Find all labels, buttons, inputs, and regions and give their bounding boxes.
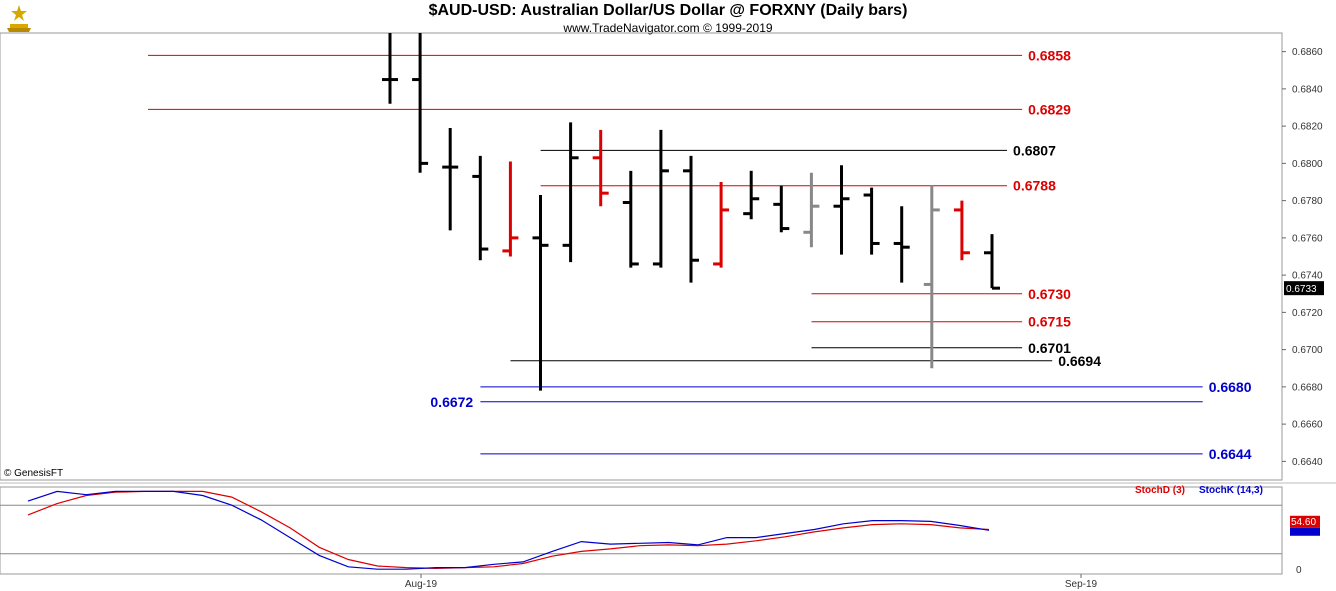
price-panel-frame xyxy=(0,32,1283,481)
ohlc-bar xyxy=(893,206,910,283)
level-label: 0.6858 xyxy=(1028,47,1071,63)
ohlc-bar xyxy=(773,185,790,233)
y-tick-label: 0.6740 xyxy=(1292,271,1323,282)
level-label: 0.6680 xyxy=(1209,379,1252,395)
y-tick-label: 0.6640 xyxy=(1292,457,1323,468)
ohlc-bar xyxy=(622,170,639,268)
ohlc-bar xyxy=(743,170,760,220)
chart-subtitle: www.TradeNavigator.com © 1999-2019 xyxy=(563,21,773,35)
y-tick-label: 0.6680 xyxy=(1292,382,1323,393)
level-label: 0.6715 xyxy=(1028,314,1071,330)
y-tick-label: 0.6820 xyxy=(1292,122,1323,133)
level-label: 0.6829 xyxy=(1028,101,1071,117)
y-tick-label: 0.6720 xyxy=(1292,308,1323,319)
x-tick-label: Aug-19 xyxy=(405,579,438,590)
last-price-label: 0.6733 xyxy=(1286,284,1317,295)
y-tick-label: 0.6840 xyxy=(1292,84,1323,95)
ohlc-bar xyxy=(442,127,459,231)
stoch-panel-frame xyxy=(0,486,1283,575)
y-tick-label: 0.6780 xyxy=(1292,196,1323,207)
x-tick-label: Sep-19 xyxy=(1065,579,1098,590)
y-tick-label: 0.6800 xyxy=(1292,159,1323,170)
stoch-last-box-d xyxy=(1290,515,1320,528)
stoch-series-line xyxy=(27,490,990,570)
ohlc-bar xyxy=(984,234,1000,290)
ohlc-bar xyxy=(502,161,519,257)
level-label: 0.6694 xyxy=(1058,353,1101,369)
y-tick-label: 0.6760 xyxy=(1292,233,1323,244)
ohlc-bar xyxy=(953,200,970,261)
y-tick-label: 0.6660 xyxy=(1292,420,1323,431)
last-price-box xyxy=(1284,281,1324,296)
ohlc-bar xyxy=(562,122,579,263)
level-label: 0.6701 xyxy=(1028,340,1071,356)
chart-title: $AUD-USD: Australian Dollar/US Dollar @ … xyxy=(428,2,908,19)
ohlc-bar xyxy=(683,155,699,283)
stoch-series-line xyxy=(27,490,990,570)
level-label: 0.6788 xyxy=(1013,178,1056,194)
ohlc-bar xyxy=(713,182,730,268)
ohlc-bar xyxy=(803,172,820,248)
y-tick-label: 0.6860 xyxy=(1292,47,1323,58)
stoch-legend-d: StochD (3) xyxy=(1135,485,1185,496)
level-label: 0.6730 xyxy=(1028,286,1071,302)
ohlc-bar xyxy=(532,195,549,391)
ohlc-bar xyxy=(412,33,429,173)
ohlc-bar xyxy=(863,187,880,255)
ohlc-bar xyxy=(472,155,489,261)
ohlc-bar xyxy=(833,165,850,255)
level-label: 0.6644 xyxy=(1209,446,1252,462)
y-tick-label: 0.6700 xyxy=(1292,345,1323,356)
ohlc-bar xyxy=(592,129,609,207)
genesis-logo-icon xyxy=(2,2,36,34)
level-label: 0.6672 xyxy=(430,394,473,410)
stoch-last-box-k xyxy=(1290,527,1320,536)
copyright-text: © GenesisFT xyxy=(4,468,64,479)
ohlc-bar xyxy=(382,33,398,104)
level-label: 0.6807 xyxy=(1013,142,1056,158)
ohlc-bar xyxy=(923,185,940,369)
stoch-y-tick-label: 0 xyxy=(1296,565,1302,576)
ohlc-bar xyxy=(652,129,669,268)
stoch-legend-k: StochK (14,3) xyxy=(1199,485,1263,496)
stoch-last-value: 54.60 xyxy=(1291,517,1316,528)
